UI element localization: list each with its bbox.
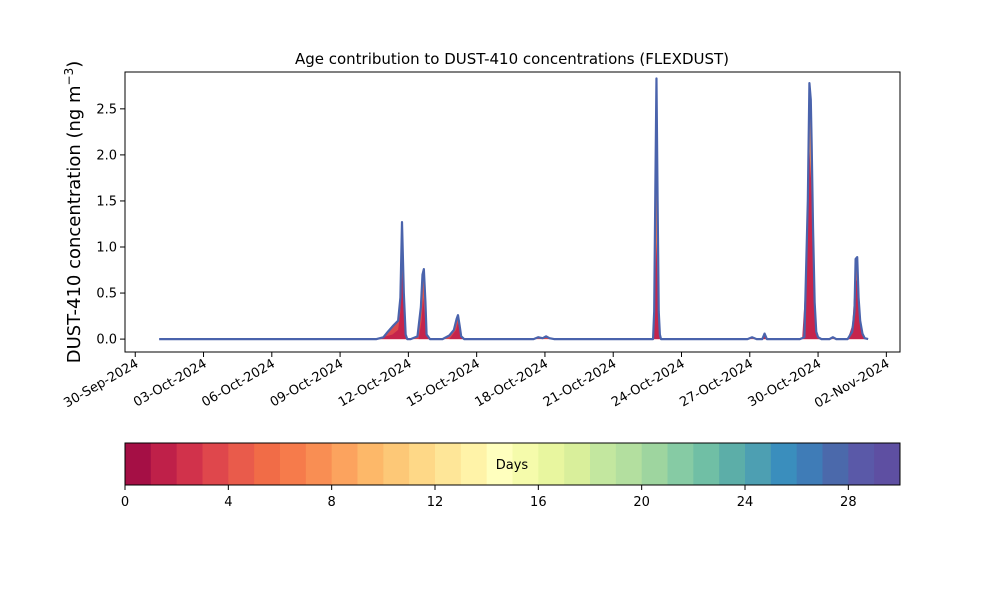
x-axis: 30-Sep-202403-Oct-202406-Oct-202409-Oct-… — [61, 352, 892, 411]
y-tick-label: 1.5 — [96, 194, 117, 209]
y-tick-label: 0.5 — [96, 287, 117, 302]
colorbar: 0 4 8 12 16 20 24 28 — [121, 442, 901, 510]
colorbar-tick-label: 28 — [840, 495, 857, 510]
colorbar-swatch — [357, 443, 384, 485]
plot-frame — [124, 71, 901, 353]
colorbar-swatch — [564, 443, 591, 485]
colorbar-swatch — [435, 443, 462, 485]
y-tick-label: 0.0 — [96, 333, 117, 348]
x-tick-label: 15-Oct-2024 — [404, 356, 482, 410]
y-axis-label-main: DUST-410 concentration (ng m — [64, 85, 85, 363]
colorbar-swatch — [176, 443, 203, 485]
x-tick-label: 30-Sep-2024 — [61, 356, 141, 411]
colorbar-swatch — [874, 443, 901, 485]
chart-title: Age contribution to DUST-410 concentrati… — [295, 50, 729, 68]
x-tick-label: 12-Oct-2024 — [336, 356, 414, 410]
colorbar-swatch — [228, 443, 255, 485]
colorbar-swatch — [150, 443, 178, 485]
x-tick-label: 09-Oct-2024 — [268, 356, 346, 410]
colorbar-swatch — [202, 443, 229, 485]
y-tick-label: 2.5 — [96, 102, 117, 117]
y-tick-label: 2.0 — [96, 148, 117, 163]
x-tick-label: 30-Oct-2024 — [746, 356, 824, 410]
colorbar-tick-label: 4 — [224, 495, 232, 510]
colorbar-swatch — [254, 443, 281, 485]
colorbar-swatch — [383, 443, 410, 485]
x-tick-label: 27-Oct-2024 — [677, 356, 755, 410]
total-area — [159, 78, 869, 340]
colorbar-swatch — [460, 443, 488, 485]
x-tick-label: 24-Oct-2024 — [609, 356, 687, 410]
colorbar-tick-label: 24 — [737, 495, 754, 510]
x-tick-label: 18-Oct-2024 — [473, 356, 551, 410]
y-axis-label: DUST-410 concentration (ng m−3) — [62, 61, 85, 364]
colorbar-swatch — [486, 443, 513, 485]
colorbar-swatch — [125, 443, 152, 485]
colorbar-swatch — [667, 443, 694, 485]
total-line — [159, 77, 869, 341]
colorbar-tick-label: 0 — [121, 495, 129, 510]
colorbar-swatch — [305, 443, 333, 485]
colorbar-swatch — [770, 443, 798, 485]
x-tick-label: 03-Oct-2024 — [131, 356, 209, 410]
colorbar-swatch — [512, 443, 539, 485]
x-tick-label: 06-Oct-2024 — [199, 356, 277, 410]
colorbar-swatch — [719, 443, 746, 485]
x-tick-label: 02-Nov-2024 — [812, 356, 892, 411]
y-axis-label-sup: −3 — [62, 68, 76, 86]
colorbar-swatch — [590, 443, 617, 485]
y-tick-label: 1.0 — [96, 241, 117, 256]
colorbar-label: Days — [496, 458, 529, 473]
young-age-area — [159, 150, 869, 340]
colorbar-swatch — [280, 443, 307, 485]
colorbar-tick-label: 16 — [530, 495, 547, 510]
colorbar-tick-label: 8 — [328, 495, 336, 510]
colorbar-swatch — [822, 443, 849, 485]
y-axis-label-close: ) — [64, 61, 85, 68]
colorbar-swatch — [615, 443, 643, 485]
colorbar-frame — [124, 442, 901, 486]
colorbar-swatch — [331, 443, 358, 485]
colorbar-swatch — [848, 443, 875, 485]
x-tick-label: 21-Oct-2024 — [541, 356, 619, 410]
colorbar-swatch — [641, 443, 668, 485]
colorbar-swatch — [745, 443, 772, 485]
colorbar-tick-label: 20 — [633, 495, 650, 510]
colorbar-swatch — [693, 443, 720, 485]
colorbar-swatch — [409, 443, 436, 485]
colorbar-tick-label: 12 — [427, 495, 444, 510]
plot-marks — [159, 77, 869, 341]
y-axis: 0.0 0.5 1.0 1.5 2.0 2.5 — [96, 102, 125, 348]
colorbar-swatch — [538, 443, 565, 485]
colorbar-swatch — [796, 443, 823, 485]
